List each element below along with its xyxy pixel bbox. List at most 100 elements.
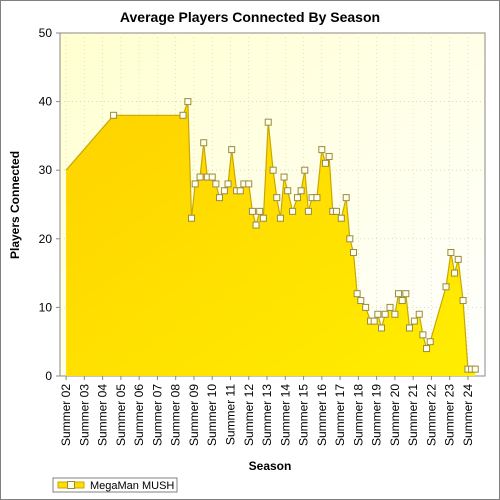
data-point (337, 214, 345, 222)
x-tick-label: Summer 16 (315, 384, 329, 446)
data-point (301, 166, 309, 174)
data-point (276, 214, 284, 222)
x-axis-ticks: Summer 02 Summer 03 Summer 04 Summer 05 Summ… (59, 376, 475, 446)
data-point (410, 317, 418, 325)
x-tick-label: Summer 09 (187, 384, 201, 446)
data-point (332, 207, 340, 215)
data-point (297, 187, 305, 195)
data-point (196, 173, 204, 181)
data-point (184, 98, 192, 106)
data-point (200, 139, 208, 147)
data-point (454, 255, 462, 263)
data-point (419, 331, 427, 339)
data-point (304, 207, 312, 215)
data-point (342, 194, 350, 202)
data-point (228, 146, 236, 154)
data-point (426, 338, 434, 346)
data-point (370, 317, 378, 325)
data-point (374, 310, 382, 318)
data-point (289, 207, 297, 215)
data-point (423, 345, 431, 353)
x-tick-label: Summer 04 (96, 384, 110, 446)
data-point (471, 365, 479, 373)
x-tick-label: Summer 20 (388, 384, 402, 446)
data-point (353, 290, 361, 298)
data-point (451, 269, 459, 277)
legend: MegaMan MUSH (52, 477, 178, 493)
data-point (224, 180, 232, 188)
data-point (236, 187, 244, 195)
x-tick-label: Summer 17 (333, 384, 347, 446)
data-point (212, 180, 220, 188)
data-point (179, 111, 187, 119)
y-axis-ticks: 0 10 20 30 40 50 (39, 26, 60, 383)
data-point (273, 194, 281, 202)
data-point (313, 194, 321, 202)
data-point (284, 187, 292, 195)
x-tick-label: Summer 23 (443, 384, 457, 446)
data-point (318, 146, 326, 154)
x-tick-label: Summer 18 (351, 384, 365, 446)
data-point (386, 303, 394, 311)
x-tick-label: Summer 15 (297, 384, 311, 446)
data-point (415, 310, 423, 318)
data-point (398, 297, 406, 305)
data-point (321, 159, 329, 167)
x-tick-label: Summer 21 (406, 384, 420, 446)
data-point (391, 310, 399, 318)
y-tick-label: 10 (39, 300, 53, 314)
x-tick-label: Summer 13 (260, 384, 274, 446)
x-tick-label: Summer 03 (77, 384, 91, 446)
data-point (208, 173, 216, 181)
y-tick-label: 30 (39, 163, 53, 177)
y-tick-label: 50 (39, 26, 53, 40)
data-point (264, 118, 272, 126)
data-point (220, 187, 228, 195)
data-point (269, 166, 277, 174)
y-tick-label: 40 (39, 95, 53, 109)
x-tick-label: Summer 02 (59, 384, 73, 446)
x-tick-label: Summer 11 (223, 384, 237, 445)
x-tick-label: Summer 19 (370, 384, 384, 446)
data-point (248, 207, 256, 215)
data-point (442, 283, 450, 291)
series-markers (110, 98, 479, 373)
x-tick-label: Summer 05 (114, 384, 128, 446)
x-tick-label: Summer 12 (242, 384, 256, 446)
data-point (216, 194, 224, 202)
y-tick-label: 0 (45, 369, 52, 383)
legend-marker (67, 481, 75, 489)
legend-entry-label: MegaMan MUSH (90, 480, 174, 492)
x-axis-label: Season (249, 459, 292, 473)
x-tick-label: Summer 08 (169, 384, 183, 446)
data-point (293, 194, 301, 202)
data-point (395, 290, 403, 298)
data-point (325, 152, 333, 160)
data-point (245, 180, 253, 188)
data-point (357, 297, 365, 305)
data-point (252, 221, 260, 229)
x-tick-label: Summer 22 (424, 384, 438, 446)
data-point (377, 324, 385, 332)
x-tick-label: Summer 14 (278, 384, 292, 446)
x-tick-label: Summer 24 (461, 384, 475, 446)
series-area (66, 101, 476, 376)
x-tick-label: Summer 10 (205, 384, 219, 446)
data-point (280, 173, 288, 181)
chart-title: Average Players Connected By Season (120, 9, 380, 25)
x-tick-label: Summer 07 (150, 384, 164, 446)
data-point (346, 235, 354, 243)
y-axis-label: Players Connected (8, 151, 22, 259)
data-point (362, 303, 370, 311)
data-point (256, 207, 264, 215)
data-point (349, 249, 357, 257)
data-point (406, 324, 413, 332)
data-point (402, 290, 410, 298)
y-tick-label: 20 (39, 232, 53, 246)
data-point (381, 310, 389, 318)
data-point (191, 180, 199, 188)
data-point (459, 297, 467, 305)
data-point (447, 249, 455, 257)
data-point (188, 214, 196, 222)
